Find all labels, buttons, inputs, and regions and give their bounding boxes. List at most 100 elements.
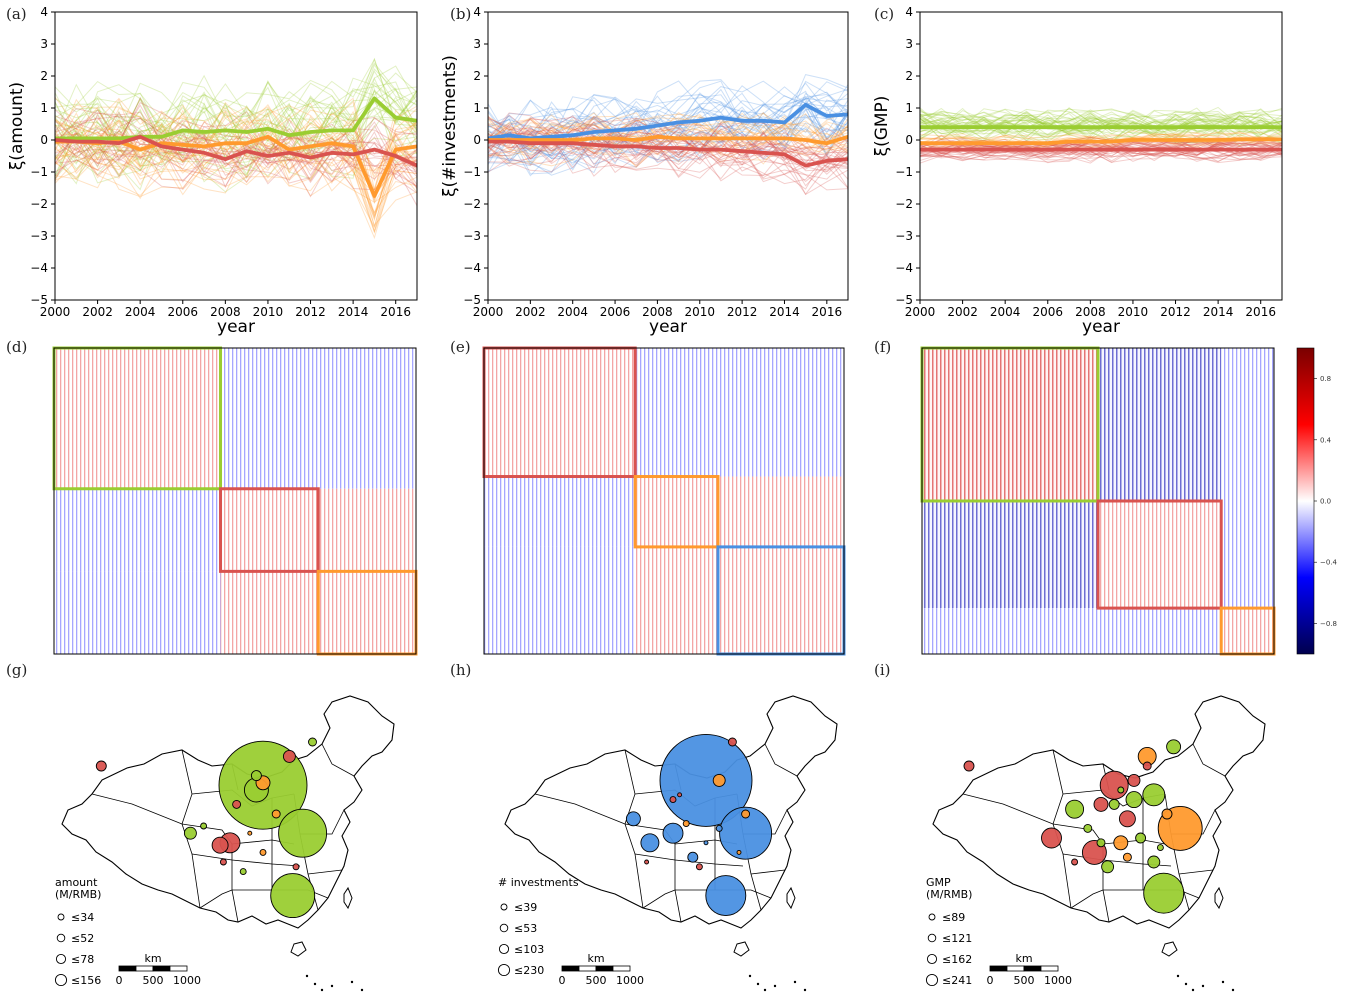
heatmap-f: [920, 346, 1276, 656]
trajectory-line: [55, 111, 417, 185]
panel-label-h: (h): [450, 661, 471, 679]
city-bubble-blue: [687, 851, 699, 863]
legend-circle: [500, 903, 508, 911]
city-bubble-green: [270, 873, 316, 919]
city-bubble-green: [1166, 739, 1182, 755]
trajectory-line: [488, 133, 848, 166]
island-dot: [320, 988, 324, 992]
trajectory-line: [488, 148, 848, 195]
legend-circle: [497, 963, 511, 977]
trajectory-line: [488, 125, 848, 156]
y-tick-label: −2: [30, 197, 48, 211]
background-lines: [55, 57, 417, 240]
island-dot: [1191, 988, 1195, 992]
heatmap-row: [52, 346, 1276, 656]
island-dot: [803, 988, 807, 992]
mean-line-red: [55, 134, 417, 168]
trajectory-line: [488, 139, 848, 191]
city-bubble-green: [1135, 832, 1147, 844]
city-bubble-red: [282, 749, 296, 763]
city-bubble-green: [1156, 844, 1164, 852]
city-bubble-orange: [736, 849, 742, 855]
trajectory-line: [488, 91, 848, 142]
china-map: [61, 695, 395, 992]
trajectory-line: [488, 123, 848, 154]
y-tick-label: 1: [473, 101, 481, 115]
city-bubble-blue: [715, 824, 723, 832]
heatmap-cell-block: [635, 546, 718, 654]
scale-segment: [1040, 965, 1059, 972]
x-tick-label: 2014: [1203, 305, 1234, 319]
city-bubble-blue: [662, 822, 684, 844]
legend-circle: [925, 973, 939, 987]
city-bubble-red: [695, 863, 703, 871]
island-dot: [763, 988, 767, 992]
city-bubble-orange: [1113, 835, 1129, 851]
mean-line-orange: [488, 134, 848, 146]
trajectory-line: [920, 139, 1282, 156]
city-bubble-orange: [741, 809, 751, 819]
province-border: [764, 743, 798, 777]
trajectory-line: [920, 107, 1282, 131]
scale-segment: [989, 965, 1008, 972]
map-g: amount(M/RMB) ≤34 ≤52 ≤78 ≤156 km 0 500 1000: [54, 695, 395, 992]
y-tick-label: 3: [473, 37, 481, 51]
x-tick-label: 2012: [1160, 305, 1191, 319]
city-bubble-red: [1118, 810, 1136, 828]
scale-unit: km: [144, 952, 161, 965]
y-tick-label: 4: [40, 5, 48, 19]
heatmap-cell-block: [484, 476, 636, 547]
trajectory-line: [488, 92, 848, 160]
x-tick-label: 2008: [1075, 305, 1106, 319]
x-tick-label: 2010: [253, 305, 284, 319]
island-outline: [1161, 941, 1178, 957]
y-tick-label: −3: [30, 229, 48, 243]
island-dot: [1201, 984, 1205, 988]
province-border: [750, 869, 786, 875]
trajectory-line: [55, 98, 417, 204]
y-tick-label: 2: [905, 69, 913, 83]
legend-label: ≤39: [514, 901, 537, 914]
trajectory-line: [488, 115, 848, 164]
scale-tick-label: 500: [1014, 974, 1035, 987]
island-dot: [1221, 980, 1225, 984]
city-bubble-orange: [682, 820, 690, 828]
scale-unit: km: [587, 952, 604, 965]
trajectory-line: [488, 111, 848, 166]
city-bubble-green: [1147, 855, 1161, 869]
trajectory-line: [488, 126, 848, 169]
city-bubble-blue: [719, 806, 773, 860]
legend-circle: [54, 973, 68, 987]
x-tick-label: 2000: [905, 305, 936, 319]
city-bubble-red: [1071, 858, 1079, 866]
heatmap-cell-block: [922, 348, 1098, 501]
city-bubble-red: [232, 799, 242, 809]
city-bubble-green: [1096, 838, 1106, 848]
city-bubble-red: [1099, 770, 1129, 800]
legend-label: ≤78: [71, 953, 94, 966]
trajectory-line: [55, 81, 417, 184]
colorbar: 0.8 0.4 0.0 −0.4 −0.8: [1296, 347, 1338, 655]
scale-tick-label: 500: [143, 974, 164, 987]
trajectory-line: [55, 113, 417, 167]
y-tick-label: 0: [473, 133, 481, 147]
city-bubble-green: [183, 826, 197, 840]
city-bubble-green: [1108, 798, 1120, 810]
y-tick-label: 4: [905, 5, 913, 19]
city-bubble-red: [677, 792, 683, 798]
y-tick-label: 1: [40, 101, 48, 115]
city-bubble-red: [644, 859, 650, 865]
city-bubble-red: [1093, 796, 1109, 812]
city-bubble-blue: [703, 840, 709, 846]
city-bubble-orange: [247, 830, 253, 836]
legend-circle: [498, 943, 510, 955]
y-tick-label: −4: [895, 261, 913, 275]
trajectory-line: [920, 117, 1282, 141]
x-tick-label: 2006: [1032, 305, 1063, 319]
legend-circle: [55, 953, 67, 965]
trajectory-line: [920, 145, 1282, 162]
trajectory-line: [920, 130, 1282, 144]
legend-label: ≤241: [942, 974, 972, 987]
trajectory-line: [55, 62, 417, 143]
